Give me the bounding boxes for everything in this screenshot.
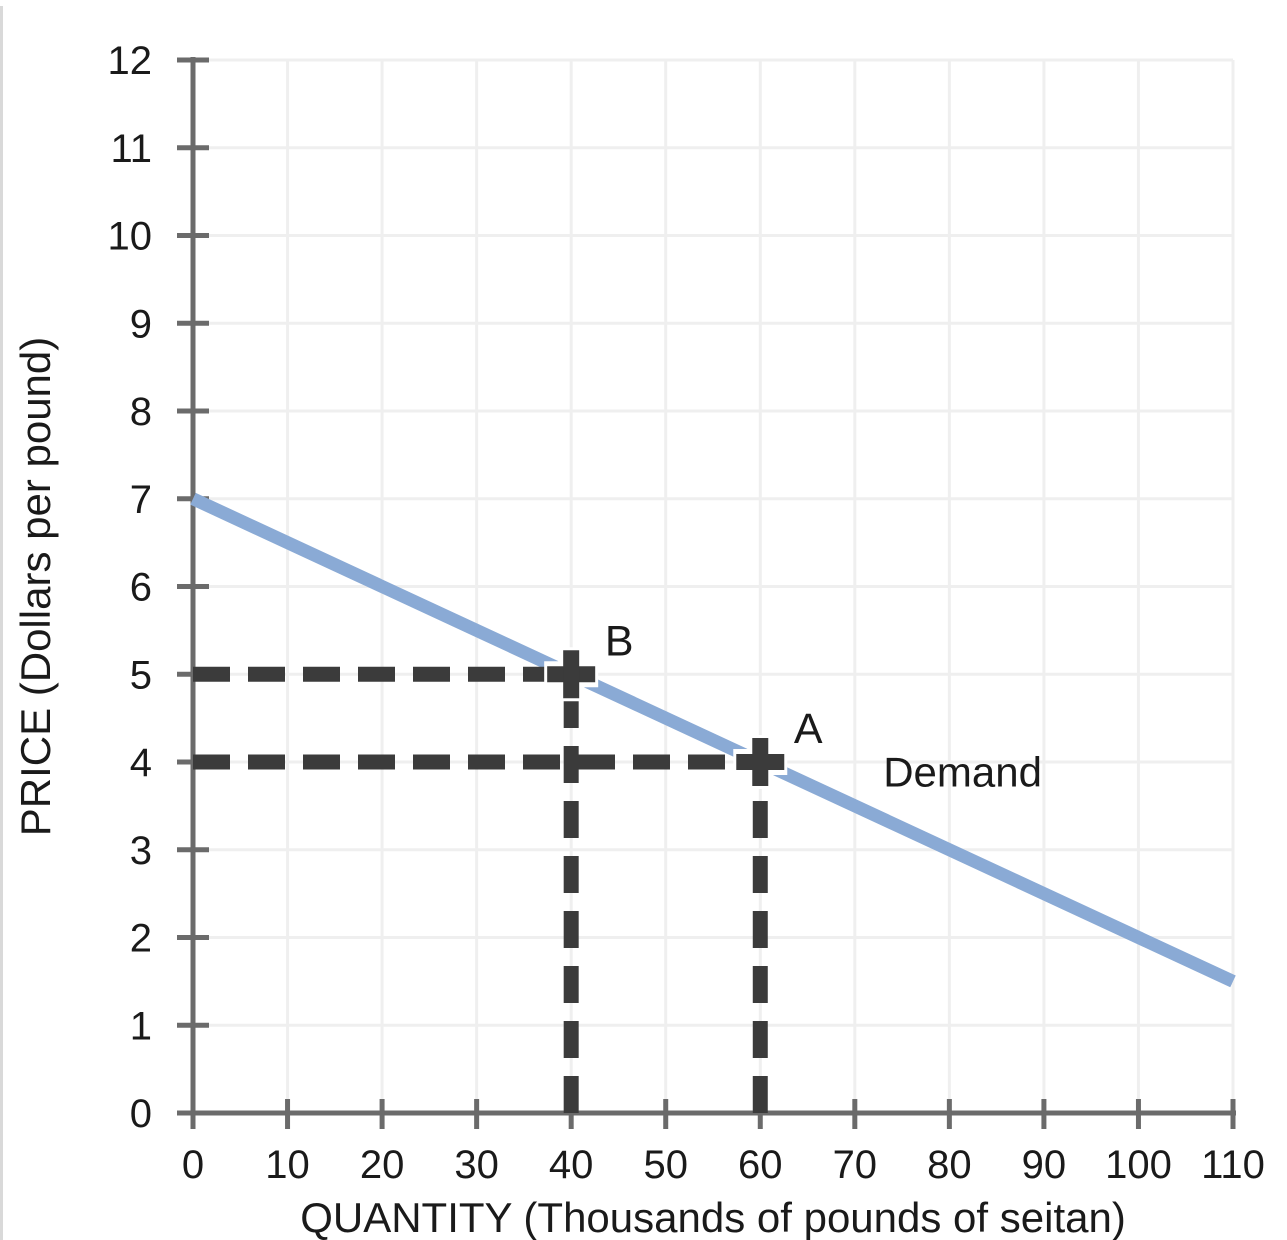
- y-tick-label: 8: [130, 390, 152, 434]
- x-tick-label: 20: [360, 1143, 405, 1187]
- axes: [177, 57, 1236, 1129]
- y-tick-label: 12: [108, 39, 153, 83]
- y-tick-label: 3: [130, 829, 152, 873]
- y-tick-label: 9: [130, 302, 152, 346]
- y-axis-title: PRICE (Dollars per pound): [12, 337, 59, 837]
- x-tick-label: 40: [549, 1143, 594, 1187]
- series-label-demand: Demand: [883, 749, 1042, 796]
- y-tick-label: 11: [110, 127, 152, 171]
- x-tick-label: 0: [182, 1143, 204, 1187]
- y-tick-label: 10: [108, 215, 153, 259]
- y-tick-label: 2: [130, 917, 152, 961]
- x-tick-label: 60: [738, 1143, 783, 1187]
- x-tick-label: 10: [265, 1143, 310, 1187]
- gridlines: [193, 58, 1235, 1113]
- demand-line: [190, 492, 1236, 988]
- x-tick-label: 100: [1105, 1143, 1172, 1187]
- x-tick-label: 50: [643, 1143, 688, 1187]
- figure-left-border: [0, 6, 3, 1240]
- x-tick-label: 70: [833, 1143, 878, 1187]
- x-axis-title: QUANTITY (Thousands of pounds of seitan): [300, 1194, 1126, 1240]
- x-tick-label: 30: [454, 1143, 499, 1187]
- y-tick-label: 1: [130, 1004, 152, 1048]
- x-tick-label: 80: [927, 1143, 972, 1187]
- y-tick-label: 7: [130, 478, 152, 522]
- x-tick-label: 90: [1022, 1143, 1067, 1187]
- point-label-A: A: [794, 705, 823, 753]
- annotated-points: BA: [544, 617, 823, 789]
- point-label-B: B: [605, 617, 634, 665]
- guide-lines: [193, 666, 768, 1113]
- y-tick-label: 5: [130, 653, 152, 697]
- y-tick-label: 4: [130, 741, 152, 785]
- y-tick-label: 6: [130, 566, 152, 610]
- x-tick-label: 110: [1201, 1143, 1265, 1187]
- y-tick-label: 0: [130, 1092, 152, 1136]
